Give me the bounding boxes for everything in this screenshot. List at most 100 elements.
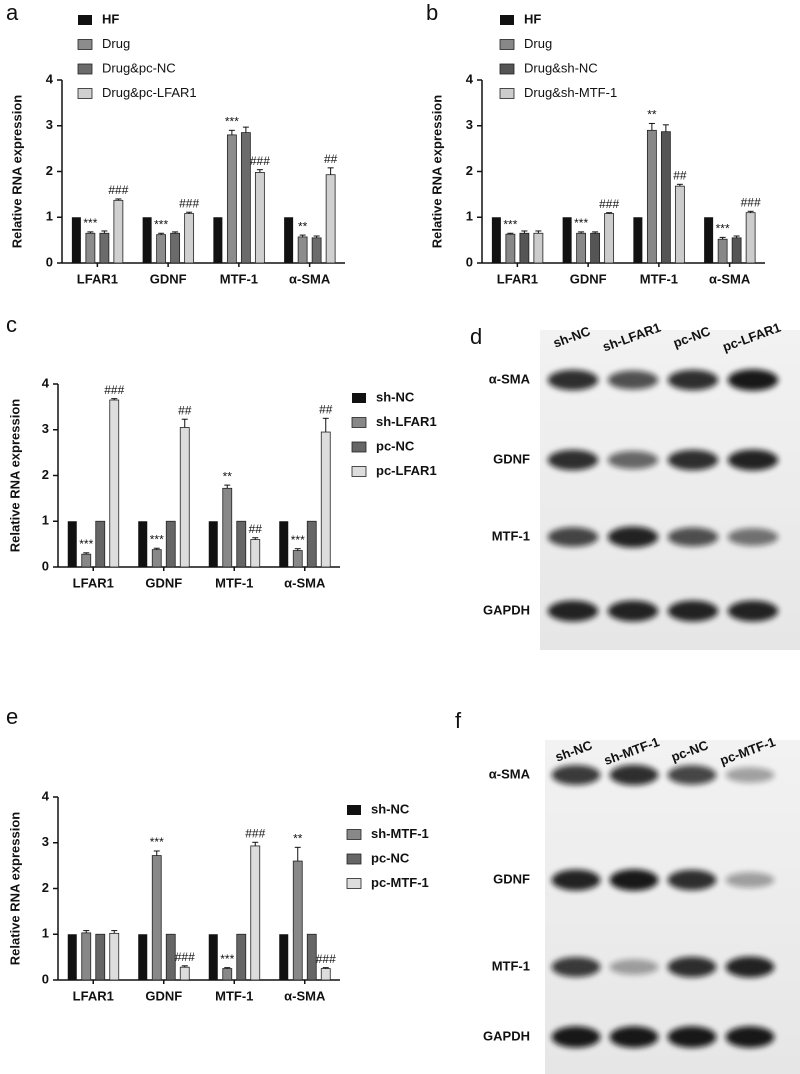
- x-tick-label: LFAR1: [77, 271, 118, 286]
- protein-label: α-SMA: [489, 371, 531, 386]
- significance-label: **: [223, 469, 233, 483]
- bar: [151, 549, 162, 568]
- y-axis-label: Relative RNA expression: [7, 399, 22, 552]
- x-tick-label: MTF-1: [640, 271, 678, 286]
- significance-label: ##: [319, 402, 333, 416]
- panel-label: c: [6, 312, 17, 337]
- legend-swatch: [78, 15, 92, 25]
- legend-label: Drug&sh-MTF-1: [524, 85, 617, 100]
- bar: [142, 217, 152, 263]
- significance-label: ***: [150, 532, 164, 546]
- bar: [71, 217, 81, 263]
- bar: [165, 933, 176, 981]
- x-tick-label: GDNF: [570, 271, 607, 286]
- legend-label: Drug: [102, 36, 130, 51]
- legend-label: HF: [524, 11, 541, 26]
- protein-label: GAPDH: [483, 1028, 530, 1043]
- blot-band: [551, 765, 601, 785]
- blot-band: [609, 764, 659, 786]
- legend-label: HF: [102, 11, 119, 26]
- blot-band: [607, 451, 659, 469]
- bar: [660, 131, 671, 264]
- protein-label: GDNF: [493, 451, 530, 466]
- legend-swatch: [346, 829, 362, 840]
- bar: [320, 968, 331, 981]
- blot-band: [727, 369, 779, 391]
- blot-band: [547, 369, 599, 391]
- bar: [279, 521, 289, 567]
- bar: [113, 199, 124, 264]
- blot-band: [667, 869, 717, 891]
- bar: [646, 129, 657, 264]
- bar: [138, 521, 148, 567]
- y-tick-label: 4: [42, 375, 50, 390]
- blot-band: [547, 449, 599, 471]
- blot-band: [727, 600, 779, 622]
- bar: [576, 232, 587, 264]
- legend-label: pc-NC: [376, 438, 415, 453]
- blot-background: [545, 740, 800, 1074]
- bar: [633, 217, 643, 263]
- bar: [179, 966, 190, 981]
- bar: [99, 232, 110, 264]
- panel-label: f: [455, 708, 462, 733]
- bar: [284, 217, 294, 263]
- bar: [213, 217, 223, 263]
- legend-swatch: [346, 878, 362, 889]
- panel-label: b: [426, 0, 438, 25]
- legend-label: pc-LFAR1: [376, 463, 437, 478]
- legend-swatch: [351, 441, 367, 453]
- y-tick-label: 2: [466, 163, 473, 178]
- bar: [745, 212, 756, 264]
- protein-label: GAPDH: [483, 602, 530, 617]
- bar: [590, 232, 601, 264]
- bar: [85, 232, 96, 264]
- significance-label: ***: [154, 217, 168, 231]
- bar: [240, 132, 251, 264]
- blot-band: [607, 370, 659, 390]
- x-tick-label: LFAR1: [73, 988, 114, 1003]
- bar: [320, 431, 331, 568]
- significance-label: ***: [716, 222, 730, 236]
- x-tick-label: LFAR1: [73, 575, 114, 590]
- x-tick-label: α-SMA: [709, 271, 751, 286]
- bar: [674, 185, 685, 264]
- blot-band: [551, 869, 601, 891]
- y-tick-label: 1: [42, 926, 49, 941]
- legend-swatch: [499, 63, 515, 75]
- bar: [533, 232, 544, 264]
- legend-label: Drug: [524, 36, 552, 51]
- bar: [519, 232, 530, 264]
- legend-swatch: [77, 63, 93, 75]
- bar: [67, 934, 77, 980]
- bar: [208, 934, 218, 980]
- x-tick-label: MTF-1: [215, 575, 253, 590]
- bar: [717, 238, 728, 264]
- bar: [81, 932, 92, 981]
- significance-label: ***: [220, 952, 234, 966]
- blot-band: [725, 1026, 775, 1048]
- bar: [156, 234, 167, 264]
- blot-band: [551, 957, 601, 977]
- y-tick-label: 0: [466, 254, 473, 269]
- legend-swatch: [346, 853, 362, 865]
- significance-label: **: [293, 831, 303, 845]
- y-tick-label: 2: [42, 880, 49, 895]
- bar: [250, 539, 261, 568]
- legend-label: sh-MTF-1: [371, 826, 429, 841]
- significance-label: ###: [250, 154, 270, 168]
- blot-band: [727, 528, 779, 546]
- panel-label: a: [6, 0, 19, 25]
- bar: [254, 172, 265, 264]
- bar: [67, 521, 77, 567]
- bar: [208, 521, 218, 567]
- x-tick-label: α-SMA: [284, 575, 326, 590]
- significance-label: ###: [741, 195, 761, 209]
- y-tick-label: 0: [42, 558, 49, 573]
- y-tick-label: 1: [466, 209, 473, 224]
- bar: [170, 232, 181, 264]
- significance-label: ##: [324, 152, 338, 166]
- blot-band: [609, 1026, 659, 1048]
- bar: [292, 860, 303, 981]
